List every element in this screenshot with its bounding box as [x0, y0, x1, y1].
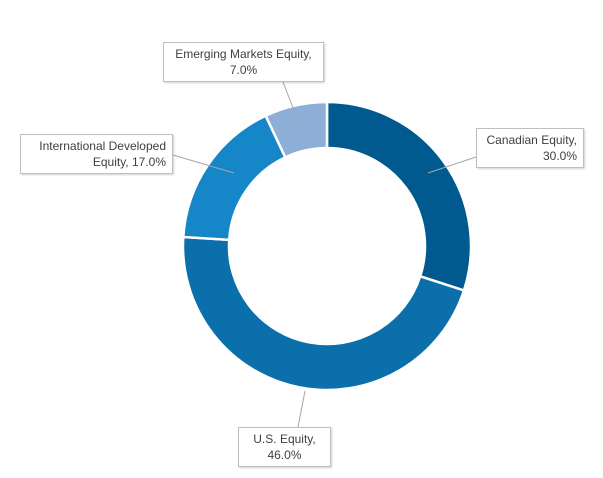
leader-line-canadian — [427, 156, 477, 174]
data-label-emerging-markets-equity: Emerging Markets Equity, 7.0% — [163, 42, 324, 82]
data-label-intl-value: Equity, 17.0% — [92, 155, 166, 169]
data-label-intl-name: International Developed — [39, 139, 166, 153]
donut-slices — [181, 100, 473, 392]
leader-line-us — [297, 390, 306, 428]
data-label-canadian-equity: Canadian Equity, 30.0% — [476, 128, 584, 168]
slice-canadian-equity — [325, 100, 473, 293]
data-label-us-name: U.S. Equity, — [253, 432, 316, 446]
data-label-us-value: 46.0% — [267, 448, 302, 462]
data-label-canadian-name: Canadian Equity, — [486, 133, 577, 147]
slice-emerging-markets-equity — [264, 100, 329, 159]
data-label-em-value: 7.0% — [229, 63, 258, 77]
slice-international-developed-equity — [181, 114, 287, 242]
leader-lines — [172, 81, 477, 428]
leader-line-intl — [172, 154, 235, 174]
data-label-canadian-value: 30.0% — [542, 149, 577, 163]
leader-line-em — [282, 81, 298, 119]
data-label-em-name: Emerging Markets Equity, — [175, 47, 312, 61]
data-label-international-developed-equity: International Developed Equity, 17.0% — [20, 134, 173, 174]
data-label-us-equity: U.S. Equity, 46.0% — [238, 427, 331, 467]
slice-u-s-equity — [181, 235, 466, 392]
